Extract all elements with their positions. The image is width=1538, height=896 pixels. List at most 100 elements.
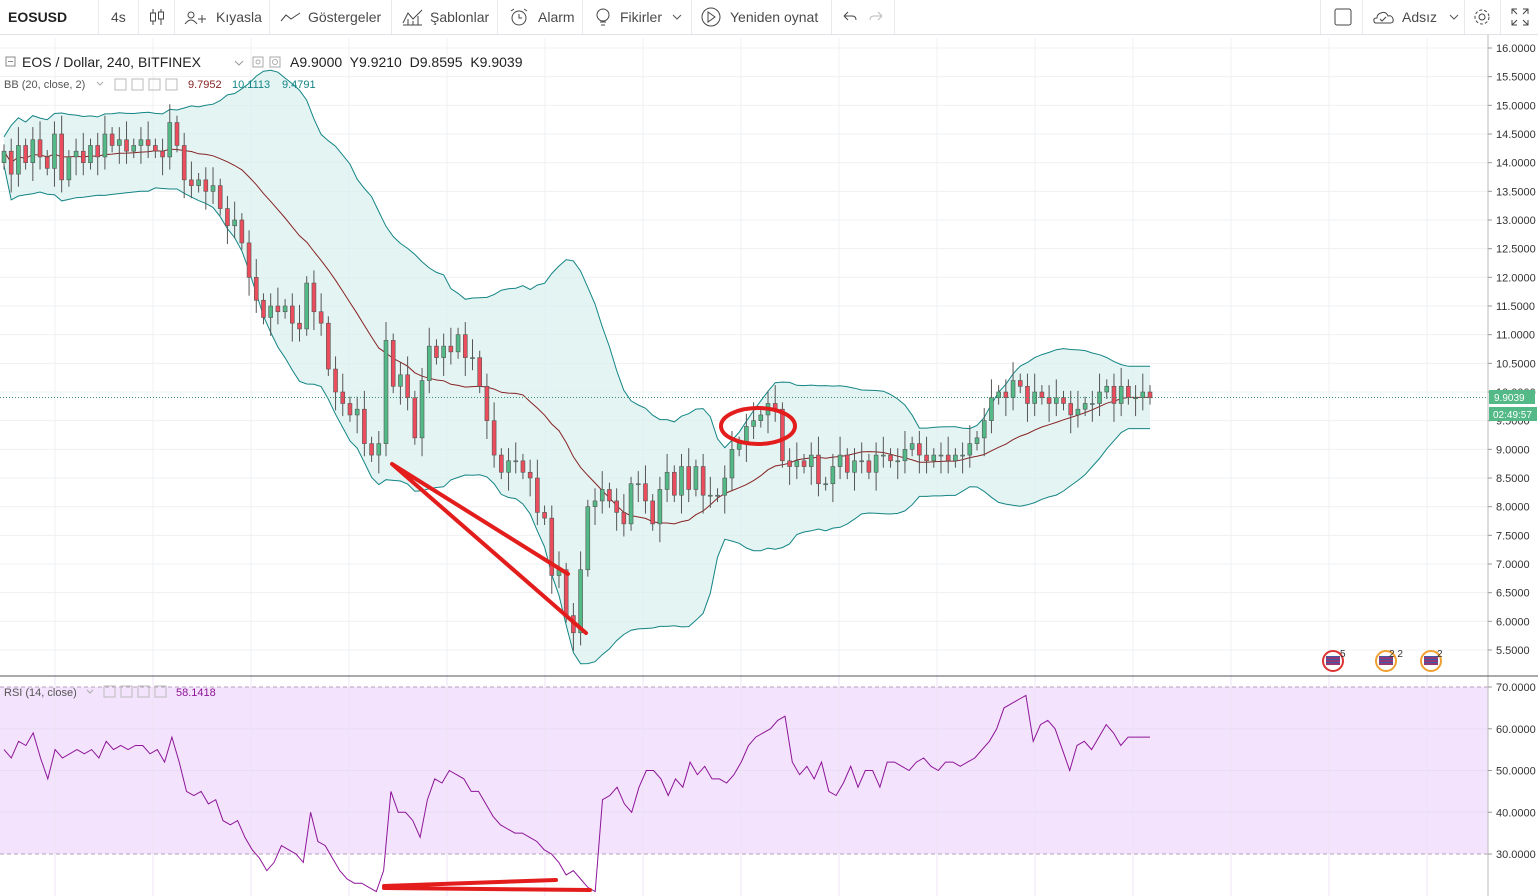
candle-body [253, 277, 259, 301]
candle-body [448, 345, 454, 353]
chart-style-button[interactable] [148, 0, 166, 34]
candle [672, 465, 677, 503]
bb-action-icons[interactable] [114, 78, 178, 91]
candle [470, 339, 475, 371]
price-axis[interactable]: 16.0000 15.5000 15.0000 14.5000 14.0000 13.50… [1488, 43, 1536, 657]
replay-button[interactable]: Yeniden oynat [700, 0, 818, 34]
price-tick-label: 14.0000 [1496, 158, 1536, 170]
event-marker-2[interactable]: 2 2 [1375, 649, 1403, 672]
candle-body [491, 420, 497, 456]
candle [484, 373, 490, 440]
candle [917, 430, 922, 474]
candle-body [729, 449, 735, 479]
candle [967, 425, 973, 468]
bb-menu-chevron-icon[interactable] [96, 81, 104, 86]
candle-body [686, 466, 691, 490]
candle-body [59, 133, 64, 181]
rsi-axis[interactable]: 70.0000 60.0000 50.0000 40.0000 30.0000 [1488, 682, 1536, 861]
candle [866, 453, 872, 480]
undo-button[interactable] [840, 0, 858, 34]
templates-button[interactable]: Şablonlar [402, 0, 489, 34]
candle [412, 390, 418, 445]
interval-button[interactable]: 4s [111, 0, 126, 34]
candle-body [1010, 380, 1016, 399]
candle [664, 453, 670, 503]
layout-name: Adsız [1402, 9, 1438, 25]
candle [808, 442, 814, 485]
candle [859, 442, 864, 474]
candle [837, 436, 843, 480]
toolbar-divider [831, 0, 832, 34]
candle-body [1111, 385, 1117, 404]
candle [888, 448, 893, 468]
event-marker-1[interactable]: 5 [1322, 649, 1346, 672]
rsi-menu-chevron-icon[interactable] [86, 689, 94, 694]
rsi-action-icons[interactable] [103, 685, 167, 698]
candle [614, 488, 619, 531]
fullscreen-button[interactable] [1510, 0, 1530, 34]
candle [88, 138, 93, 170]
candle-body [318, 311, 324, 324]
alert-button[interactable]: Alarm [508, 0, 575, 34]
candle [290, 293, 295, 342]
redo-button[interactable] [868, 0, 886, 34]
candle-body [715, 494, 720, 497]
candle [881, 436, 886, 468]
candle-body [938, 454, 944, 457]
candle [138, 127, 144, 164]
price-tick-label: 5.5000 [1496, 645, 1530, 657]
candle [758, 408, 764, 428]
series-action-icons[interactable] [252, 56, 281, 68]
candle-body [181, 145, 187, 181]
candle [73, 138, 79, 176]
ideas-button[interactable]: Fikirler [594, 0, 684, 34]
price-tick-label: 13.0000 [1496, 215, 1536, 227]
candle-body [484, 385, 490, 421]
candle-body [1133, 397, 1138, 400]
candle [635, 471, 641, 503]
toolbar-divider [1500, 0, 1501, 34]
candle [347, 396, 353, 422]
candle-body [145, 139, 151, 146]
candle [1133, 385, 1138, 417]
candle [1061, 390, 1066, 411]
candle-body [823, 483, 828, 486]
candle-body [1104, 385, 1110, 393]
event-marker-3[interactable]: 2 [1420, 649, 1443, 672]
candle [463, 322, 468, 376]
compare-button[interactable]: Kıyasla [184, 0, 262, 34]
symbol-search-button[interactable]: EOSUSD [8, 0, 67, 34]
candle [297, 304, 302, 342]
indicators-button[interactable]: Göstergeler [280, 0, 381, 34]
candle-body [989, 397, 994, 421]
bollinger-lower-band [3, 165, 1150, 665]
collapse-legend-button[interactable] [5, 56, 16, 67]
candle [390, 333, 396, 394]
candle-body [845, 454, 850, 473]
candle-body [621, 512, 627, 525]
candle-body [830, 466, 836, 485]
candle [354, 396, 360, 434]
candle-body [888, 454, 893, 462]
candle [66, 150, 72, 187]
rsi-tick-label: 50.0000 [1496, 766, 1536, 778]
candle-body [881, 454, 886, 457]
candle-body [203, 179, 209, 192]
series-menu-chevron-icon[interactable] [234, 60, 244, 66]
interval-label: 4s [111, 9, 126, 25]
candle-body [102, 133, 108, 158]
settings-button[interactable] [1472, 0, 1492, 34]
candle-body [304, 282, 309, 330]
candle-body [52, 133, 57, 169]
bb-lower-value: 9.4791 [282, 79, 316, 91]
candle [585, 499, 591, 577]
candle [16, 127, 21, 187]
fullscreen-toggle-button[interactable] [1333, 0, 1353, 34]
candle-body [405, 374, 410, 399]
candle [607, 482, 612, 508]
candle-body [599, 489, 605, 502]
candle [117, 127, 122, 164]
layout-menu-button[interactable]: Adsız [1371, 0, 1461, 34]
candle [405, 356, 410, 411]
